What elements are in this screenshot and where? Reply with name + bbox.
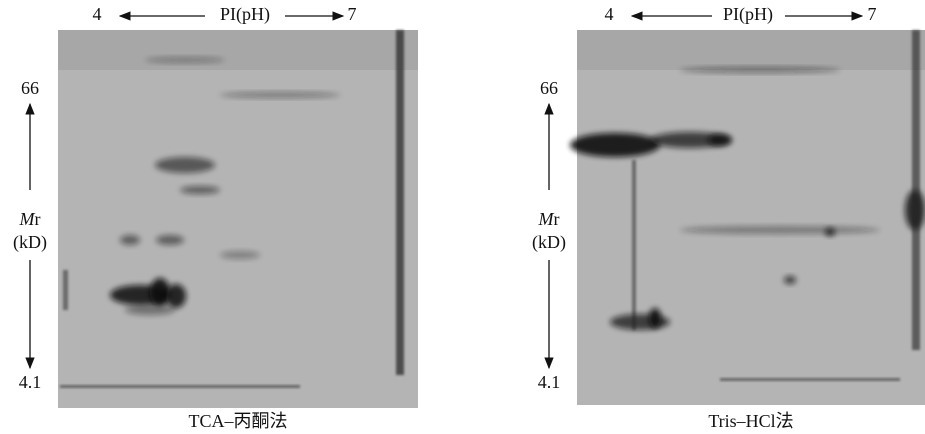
pi-label: PI(pH): [723, 4, 773, 25]
gel-spot: [155, 157, 215, 173]
pi-low: 4: [605, 4, 614, 24]
mw-high: 66: [540, 78, 558, 98]
gel-spot: [180, 186, 220, 194]
gel-shade: [58, 30, 418, 70]
gel-spot: [120, 235, 140, 245]
gel-spot: [166, 284, 186, 308]
gel-streak: [63, 270, 68, 310]
mw-high: 66: [21, 78, 39, 98]
mw-unit: (kD): [532, 232, 566, 253]
gel-image: [577, 30, 925, 405]
pi-label: PI(pH): [220, 4, 270, 25]
mw-sub: r: [35, 209, 41, 229]
mw-label: Mr: [19, 209, 41, 229]
caption: Tris–HCl法: [708, 411, 793, 431]
gel-spot: [220, 251, 260, 259]
mw-symbol: M: [538, 209, 555, 229]
gel-spot: [125, 305, 175, 315]
mw-low: 4.1: [19, 372, 42, 392]
figure: 4 PI(pH) 7 66 Mr (kD) 4.1 TCA–丙酮法 4 PI(pH) 7 66 Mr (k…: [0, 0, 925, 434]
mw-sub: r: [554, 209, 560, 229]
gel-panel: 4 PI(pH) 7 66 Mr (kD) 4.1 TCA–丙酮法: [13, 4, 418, 431]
gel-spot: [570, 133, 660, 157]
gel-spot: [156, 235, 184, 245]
gel-spot: [145, 57, 225, 63]
gel-shade: [577, 30, 925, 70]
gel-streak: [912, 30, 920, 350]
pi-high: 7: [868, 4, 877, 24]
gel-spot: [610, 314, 670, 330]
gel-spot: [708, 134, 732, 146]
gel-spot: [680, 67, 840, 73]
mw-low: 4.1: [538, 372, 561, 392]
mw-symbol: M: [19, 209, 36, 229]
caption: TCA–丙酮法: [189, 411, 288, 431]
pi-low: 4: [93, 4, 102, 24]
gel-streak: [632, 160, 636, 330]
mw-unit: (kD): [13, 232, 47, 253]
gel-band: [60, 385, 300, 388]
gel-streak: [396, 30, 404, 375]
gel-image: [58, 30, 418, 408]
mw-label: Mr: [538, 209, 560, 229]
gel-panel: 4 PI(pH) 7 66 Mr (kD) 4.1 Tris–HCl法: [532, 4, 925, 431]
gel-spot: [784, 276, 796, 284]
gel-spot: [220, 92, 340, 98]
gel-band: [720, 378, 900, 381]
gel-spot: [680, 226, 880, 234]
gel-spot: [649, 308, 661, 328]
pi-high: 7: [348, 4, 357, 24]
